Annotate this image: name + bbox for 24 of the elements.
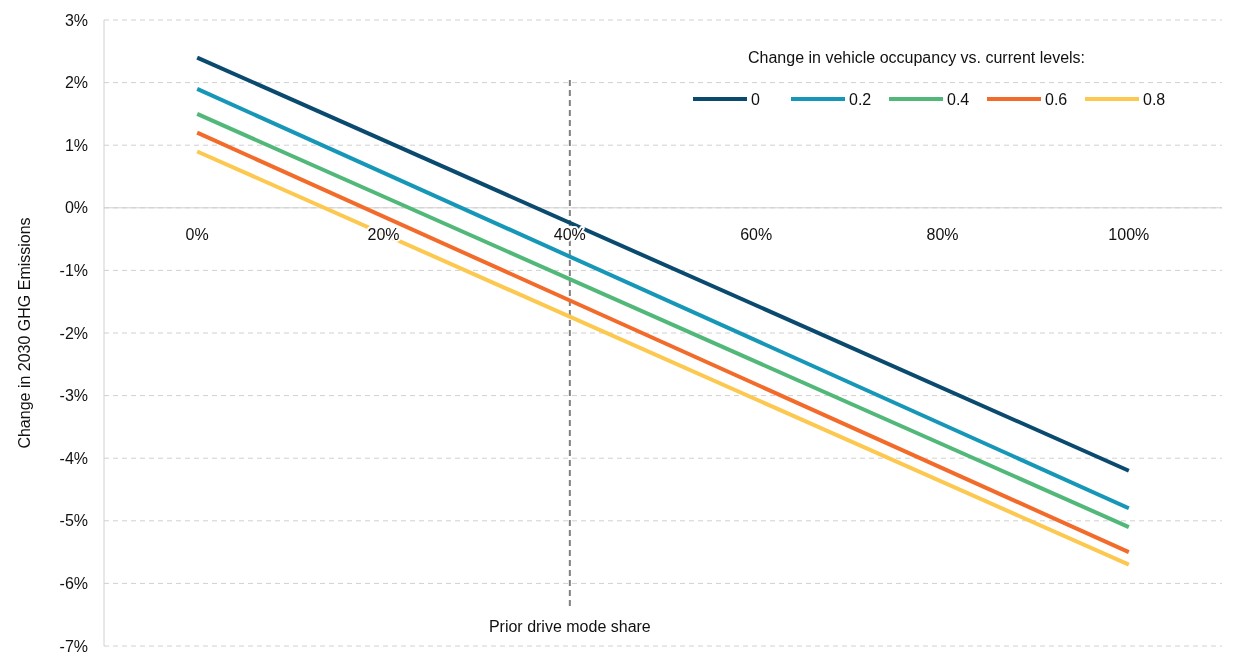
y-tick-label: 3% xyxy=(64,11,88,29)
legend-label: 0.8 xyxy=(1143,90,1166,108)
x-tick-label: 100% xyxy=(1108,225,1150,243)
y-tick-label: 1% xyxy=(64,136,88,154)
legend-label: 0.2 xyxy=(849,90,872,108)
x-tick-label: 40% xyxy=(553,225,586,243)
y-axis-title: Change in 2030 GHG Emissions xyxy=(15,217,33,449)
legend-title: Change in vehicle occupancy vs. current levels: xyxy=(748,49,1086,66)
y-tick-label: -4% xyxy=(59,449,88,467)
x-tick-label: 60% xyxy=(740,225,773,243)
x-tick-label: 80% xyxy=(926,225,959,243)
x-tick-label: 0% xyxy=(185,225,209,243)
y-tick-label: -5% xyxy=(59,512,88,530)
legend-label: 0.4 xyxy=(947,90,970,108)
y-tick-label: 0% xyxy=(64,199,88,217)
legend-label: 0 xyxy=(751,90,760,108)
y-tick-label: -6% xyxy=(59,575,88,592)
ref-line-label: Prior drive mode share xyxy=(488,618,651,635)
y-tick-label: 2% xyxy=(64,74,88,92)
y-tick-label: -7% xyxy=(59,637,88,655)
y-tick-label: -3% xyxy=(59,387,88,405)
legend-label: 0.6 xyxy=(1045,90,1068,108)
y-tick-label: -1% xyxy=(59,262,88,279)
y-tick-label: -2% xyxy=(59,324,88,342)
